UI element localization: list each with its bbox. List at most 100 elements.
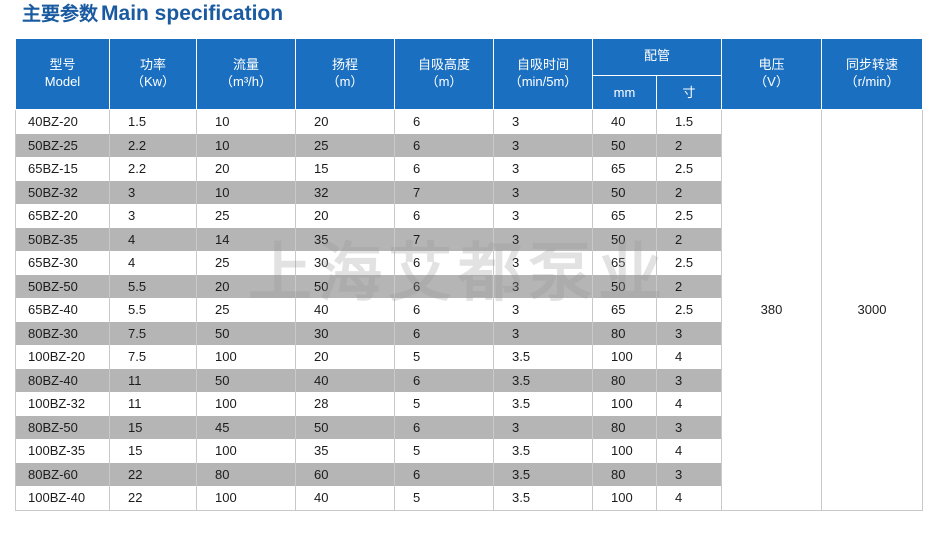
cell-head: 60 [295, 462, 395, 486]
cell-model: 100BZ-20 [15, 345, 110, 369]
cell-suction-time: 3 [493, 109, 593, 134]
cell-speed: 3000 [821, 109, 924, 511]
table-row: 40BZ-20 1.5 10 20 6 3 40 1.5 380 3000 [15, 109, 924, 511]
table-row: 50BZ-32 3 10 32 7 3 50 2 [15, 180, 923, 204]
cell-piping-inch: 4 [655, 439, 723, 463]
cell-power: 11 [109, 368, 197, 392]
table-body: 40BZ-20 1.5 10 20 6 3 40 1.5 380 3000 50BZ-25 2.2 10… [15, 109, 924, 511]
cell-model: 50BZ-50 [15, 274, 110, 298]
cell-suction-height: 6 [394, 109, 494, 134]
cell-model: 65BZ-40 [15, 298, 110, 322]
cell-piping-inch: 2.5 [655, 157, 723, 181]
cell-model: 65BZ-30 [15, 251, 110, 275]
cell-piping-mm: 65 [592, 204, 657, 228]
cell-head: 20 [295, 109, 395, 134]
cell-flow: 100 [196, 392, 296, 416]
cell-piping-mm: 65 [592, 298, 657, 322]
cell-piping-mm: 80 [592, 368, 657, 392]
cell-power: 2.2 [109, 133, 197, 157]
cell-head: 35 [295, 439, 395, 463]
cell-flow: 50 [196, 321, 296, 345]
table-row: 100BZ-20 7.5 100 20 5 3.5 100 4 [15, 345, 923, 369]
cell-suction-time: 3 [493, 204, 593, 228]
cell-piping-inch: 2.5 [655, 298, 723, 322]
cell-piping-inch: 2.5 [655, 251, 723, 275]
table-row: 80BZ-40 11 50 40 6 3.5 80 3 [15, 368, 923, 392]
cell-model: 50BZ-32 [15, 180, 110, 204]
cell-suction-time: 3.5 [493, 462, 593, 486]
cell-flow: 100 [196, 345, 296, 369]
cell-piping-inch: 2.5 [655, 204, 723, 228]
cell-head: 28 [295, 392, 395, 416]
cell-suction-time: 3.5 [493, 345, 593, 369]
cell-head: 25 [295, 133, 395, 157]
cell-suction-time: 3 [493, 157, 593, 181]
cell-suction-height: 6 [394, 133, 494, 157]
title-zh: 主要参数 [22, 3, 99, 25]
cell-model: 65BZ-20 [15, 204, 110, 228]
cell-head: 15 [295, 157, 395, 181]
cell-model: 100BZ-40 [15, 486, 110, 511]
cell-piping-mm: 80 [592, 415, 657, 439]
table-row: 100BZ-32 11 100 28 5 3.5 100 4 [15, 392, 923, 416]
table-row: 100BZ-40 22 100 40 5 3.5 100 4 [15, 486, 923, 511]
cell-piping-mm: 80 [592, 462, 657, 486]
cell-suction-height: 6 [394, 204, 494, 228]
cell-piping-inch: 1.5 [655, 109, 723, 134]
cell-flow: 25 [196, 298, 296, 322]
cell-head: 40 [295, 298, 395, 322]
cell-suction-time: 3.5 [493, 486, 593, 511]
table-row: 100BZ-35 15 100 35 5 3.5 100 4 [15, 439, 923, 463]
cell-power: 7.5 [109, 345, 197, 369]
cell-power: 7.5 [109, 321, 197, 345]
cell-flow: 45 [196, 415, 296, 439]
cell-piping-inch: 3 [655, 462, 723, 486]
cell-piping-inch: 2 [655, 133, 723, 157]
cell-flow: 100 [196, 439, 296, 463]
cell-suction-height: 6 [394, 274, 494, 298]
cell-head: 30 [295, 321, 395, 345]
cell-flow: 25 [196, 251, 296, 275]
cell-piping-mm: 50 [592, 180, 657, 204]
cell-suction-time: 3 [493, 415, 593, 439]
cell-flow: 80 [196, 462, 296, 486]
cell-model: 50BZ-35 [15, 227, 110, 251]
cell-head: 20 [295, 204, 395, 228]
cell-power: 15 [109, 415, 197, 439]
header-flow: 流量 （m³/h） [196, 38, 296, 110]
cell-piping-inch: 2 [655, 274, 723, 298]
cell-suction-time: 3.5 [493, 392, 593, 416]
cell-power: 2.2 [109, 157, 197, 181]
cell-power: 3 [109, 204, 197, 228]
cell-piping-inch: 4 [655, 486, 723, 511]
cell-model: 80BZ-40 [15, 368, 110, 392]
cell-suction-time: 3 [493, 133, 593, 157]
cell-head: 50 [295, 274, 395, 298]
cell-piping-mm: 100 [592, 439, 657, 463]
cell-piping-mm: 100 [592, 345, 657, 369]
cell-suction-time: 3 [493, 251, 593, 275]
cell-power: 11 [109, 392, 197, 416]
cell-suction-height: 6 [394, 462, 494, 486]
cell-model: 65BZ-15 [15, 157, 110, 181]
cell-head: 35 [295, 227, 395, 251]
cell-flow: 10 [196, 109, 296, 134]
cell-piping-mm: 50 [592, 133, 657, 157]
table-row: 80BZ-30 7.5 50 30 6 3 80 3 [15, 321, 923, 345]
cell-head: 40 [295, 486, 395, 511]
table-row: 50BZ-35 4 14 35 7 3 50 2 [15, 227, 923, 251]
cell-power: 5.5 [109, 274, 197, 298]
table-row: 80BZ-50 15 45 50 6 3 80 3 [15, 415, 923, 439]
title-en: Main specification [101, 2, 284, 25]
cell-power: 15 [109, 439, 197, 463]
cell-piping-mm: 50 [592, 274, 657, 298]
cell-suction-time: 3 [493, 298, 593, 322]
cell-piping-mm: 100 [592, 486, 657, 511]
cell-flow: 10 [196, 133, 296, 157]
cell-piping-inch: 3 [655, 368, 723, 392]
page-title: 主要参数 Main specification [22, 2, 283, 26]
cell-flow: 20 [196, 157, 296, 181]
cell-suction-time: 3 [493, 227, 593, 251]
cell-power: 3 [109, 180, 197, 204]
cell-piping-mm: 65 [592, 157, 657, 181]
